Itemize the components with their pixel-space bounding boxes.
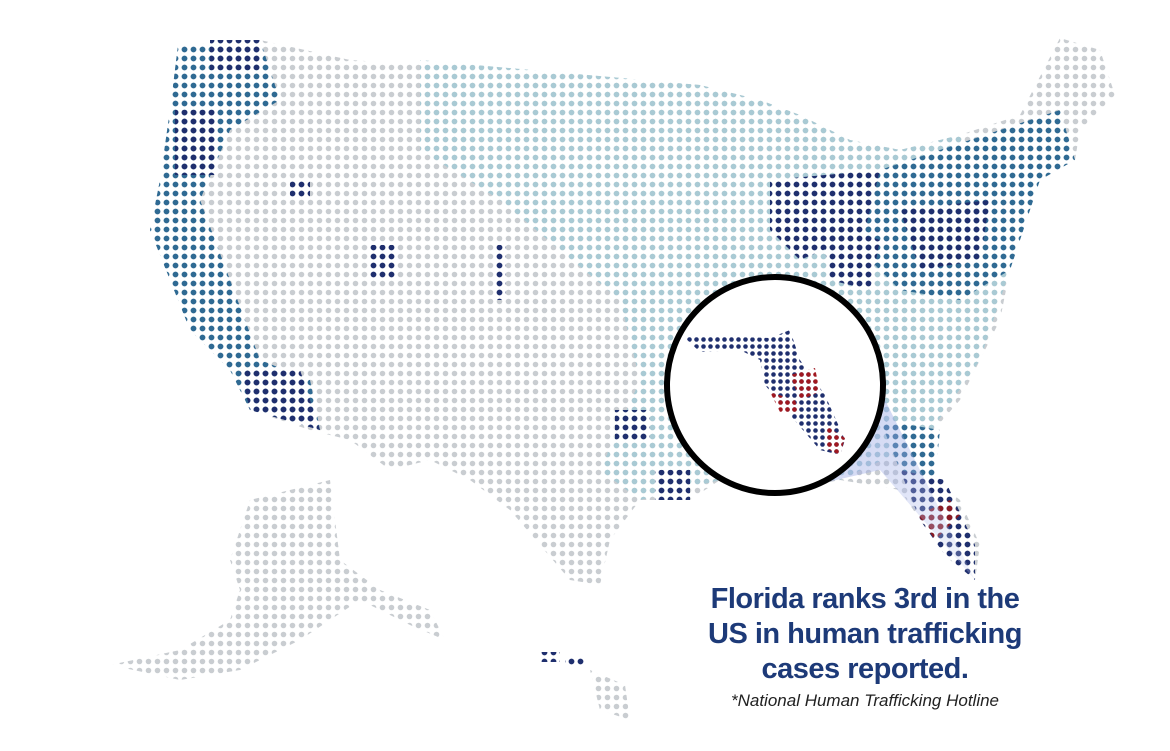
magnifier bbox=[664, 274, 886, 496]
alaska bbox=[110, 480, 445, 680]
callout-line: US in human trafficking bbox=[708, 618, 1022, 650]
hawaii bbox=[540, 652, 630, 720]
callout-line: cases reported. bbox=[761, 653, 969, 685]
magnifier-cone bbox=[770, 335, 975, 580]
callout-line: Florida ranks 3rd in the bbox=[710, 583, 1020, 615]
callout-source: *National Human Trafficking Hotline bbox=[730, 691, 1000, 710]
callout: Florida ranks 3rd in the US in human tra… bbox=[660, 582, 1070, 711]
